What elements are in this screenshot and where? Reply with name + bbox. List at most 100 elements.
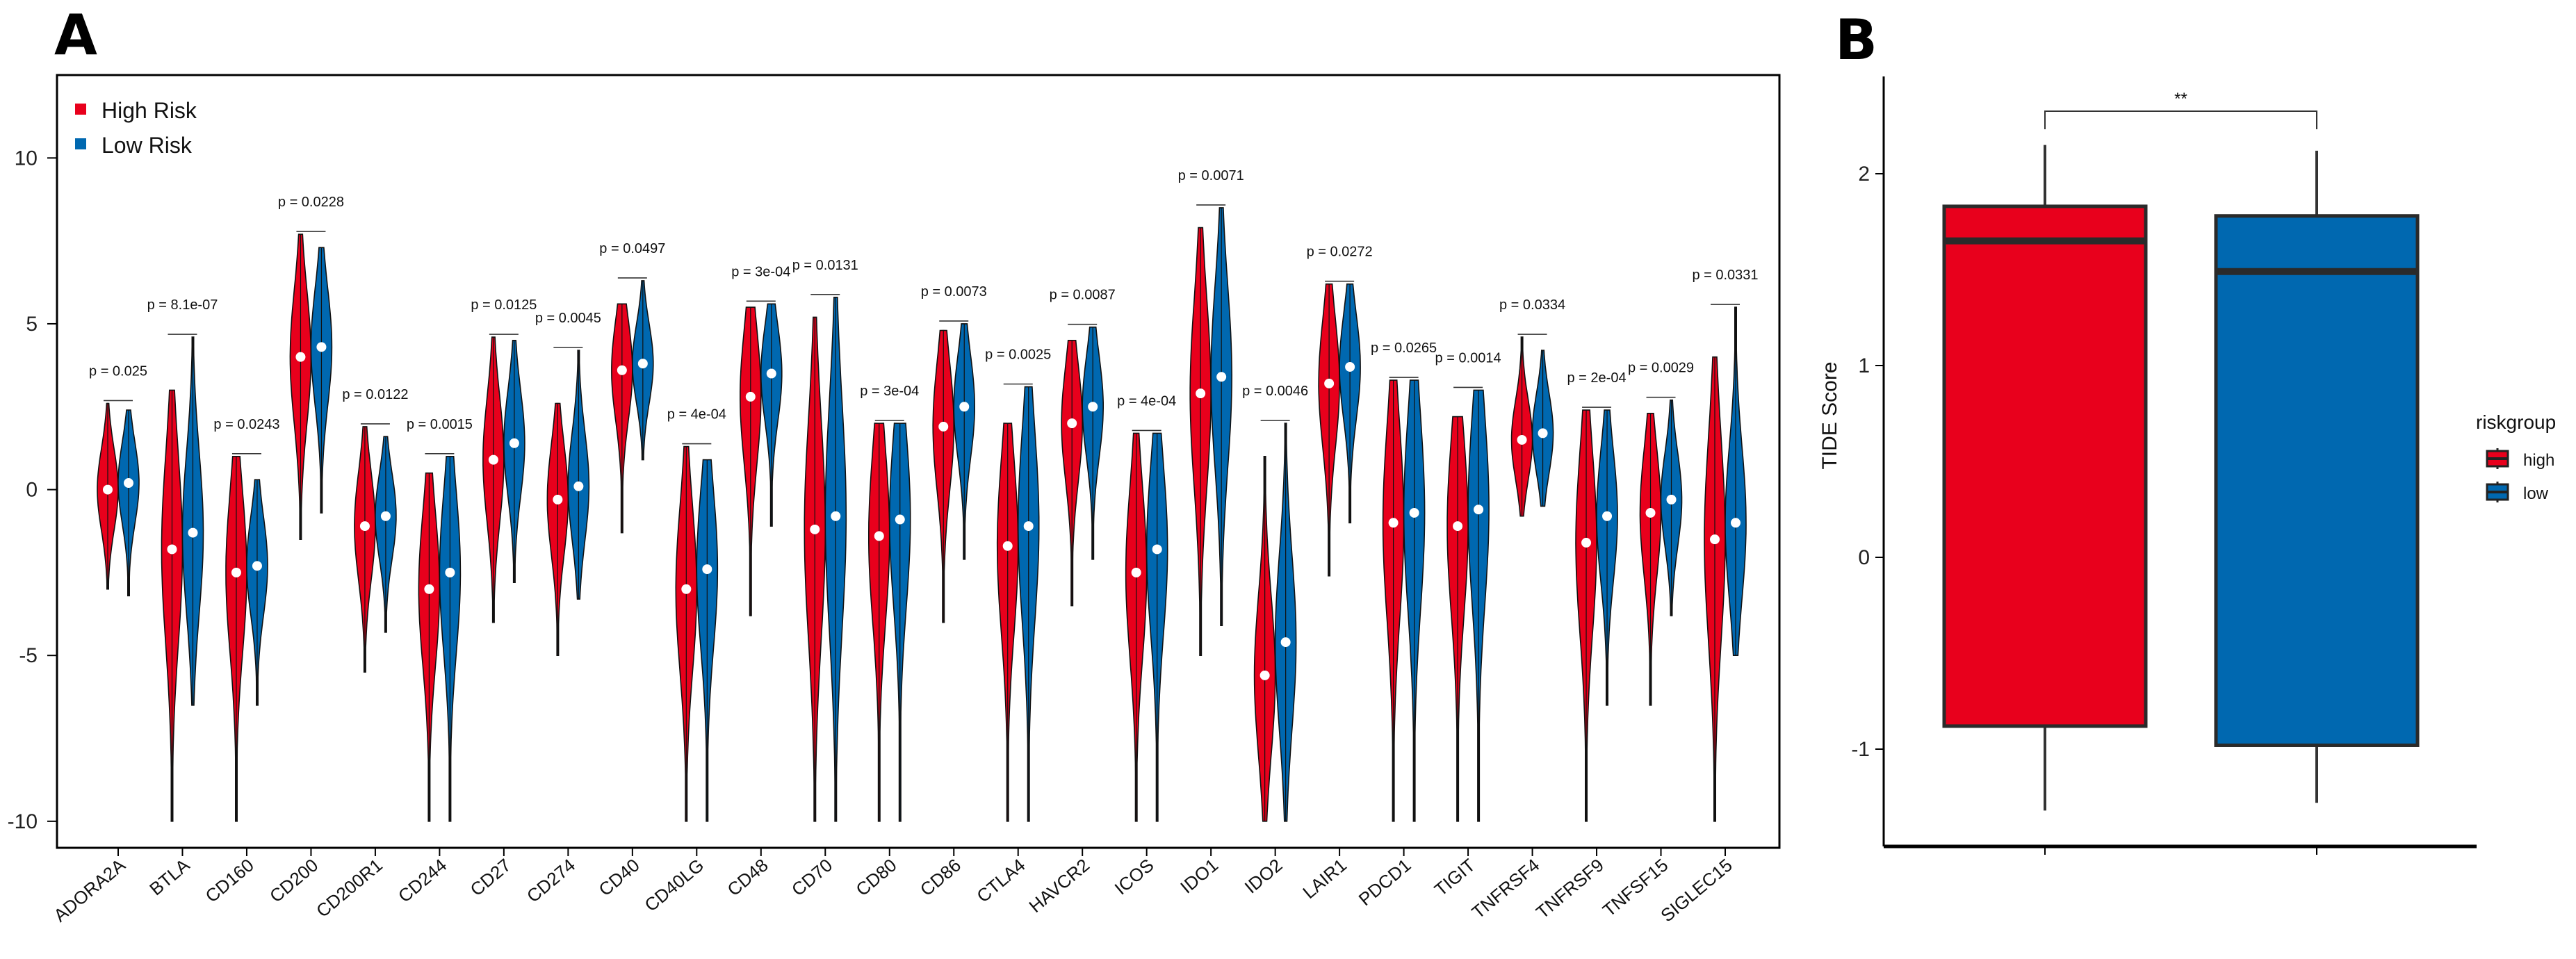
pvalue-label-cd70: p = 0.0131 [792,258,858,273]
pvalue-label-siglec15: p = 0.0331 [1692,268,1758,283]
pvalue-label-cd40lg: p = 4e-04 [667,407,726,423]
median-point-lair1-low [1345,361,1355,372]
pvalue-label-tnfrsf9: p = 2e-04 [1567,370,1627,386]
panel-b-boxes: ** [1942,90,2420,855]
pvalue-label-cd160: p = 0.0243 [213,417,279,432]
pvalue-label-cd80: p = 3e-04 [860,384,919,399]
median-point-tnfrsf4-low [1538,428,1548,438]
median-point-tnfrsf4-high [1517,434,1527,445]
median-point-icos-high [1131,567,1141,577]
pvalue-label-adora2a: p = 0.025 [89,363,147,379]
panel-b-significance-bracket [2044,110,2317,129]
legend-high-risk-label: High Risk [101,98,197,123]
legend-high-risk-swatch [75,104,86,115]
category-label-cd200: CD200 [266,855,322,907]
y-tick-label: -5 [19,644,38,667]
pvalue-label-ido1: p = 0.0071 [1178,168,1244,183]
median-point-cd200-high [295,352,306,362]
median-point-cd274-low [573,481,584,491]
category-label-tnfrsf9: TNFRSF9 [1532,855,1608,923]
median-point-ctla4-high [1002,541,1013,551]
legend-low-label: low [2523,484,2549,503]
median-point-cd80-high [874,531,884,541]
median-point-lair1-high [1324,378,1335,388]
panel-a-legend: High Risk Low Risk [75,98,197,158]
median-point-btla-high [167,544,177,555]
category-label-siglec15: SIGLEC15 [1656,855,1736,926]
pvalue-label-tnfsf15: p = 0.0029 [1628,361,1694,376]
panel-b-axes: -1 0 1 2 [1851,76,2477,849]
category-label-cd86: CD86 [916,855,965,901]
median-point-tnfsf15-low [1666,494,1677,505]
category-label-adora2a: ADORA2A [49,854,129,926]
pvalue-label-havcr2: p = 0.0087 [1050,288,1116,303]
median-point-cd40lg-high [681,584,692,594]
b-y-tick-label: -1 [1851,738,1870,761]
category-label-lair1: LAIR1 [1298,855,1351,903]
category-label-havcr2: HAVCR2 [1025,855,1093,917]
b-y-tick-label: 2 [1858,163,1870,186]
category-label-icos: ICOS [1111,855,1158,899]
median-point-ido1-low [1216,372,1227,382]
median-point-tnfrsf9-high [1581,537,1592,548]
median-point-ido2-high [1260,670,1270,680]
median-point-cd86-high [938,421,949,432]
pvalue-label-ctla4: p = 0.0025 [985,347,1051,363]
pvalue-label-cd200: p = 0.0228 [278,195,344,210]
median-point-havcr2-low [1088,402,1098,412]
median-point-cd274-high [553,494,563,505]
category-label-cd70: CD70 [788,855,836,901]
panel-b-significance-label: ** [2174,90,2187,108]
panel-a-y-axis: -10 -5 0 5 10 [8,147,57,833]
median-point-ctla4-low [1023,521,1034,532]
pvalue-label-cd48: p = 3e-04 [731,264,790,279]
pvalue-label-cd200r1: p = 0.0122 [342,387,408,402]
pvalue-label-icos: p = 4e-04 [1117,393,1176,409]
legend-low-key [2486,482,2509,502]
category-label-cd274: CD274 [523,855,579,907]
median-point-cd70-low [831,511,841,521]
median-point-cd244-high [424,584,434,594]
panel-b-y-axis-title: TIDE Score [1818,361,1841,469]
median-point-btla-low [188,527,198,538]
category-label-cd40lg: CD40LG [640,855,708,916]
panel-b-label: B [1835,8,1877,72]
category-label-cd27: CD27 [466,855,515,901]
pvalue-label-cd27: p = 0.0125 [471,297,537,313]
median-point-adora2a-high [103,484,113,495]
b-y-tick-label: 1 [1858,354,1870,377]
box-high [1942,204,2148,728]
category-label-cd200r1: CD200R1 [312,855,386,921]
pvalue-label-pdcd1: p = 0.0265 [1371,341,1437,356]
pvalue-label-cd244: p = 0.0015 [407,417,473,432]
median-point-cd200r1-low [380,511,391,521]
category-label-ido2: IDO2 [1241,855,1287,898]
panel-b-legend: riskgroup high low [2476,411,2556,503]
median-point-siglec15-high [1710,534,1720,545]
box-low [2214,214,2420,747]
pvalue-label-cd86: p = 0.0073 [921,284,987,300]
median-point-cd86-low [959,402,970,412]
median-point-ido1-high [1196,388,1206,399]
median-point-ido2-low [1280,637,1291,648]
pvalue-label-tigit: p = 0.0014 [1435,350,1501,366]
pvalue-label-ido2: p = 0.0046 [1242,384,1308,399]
median-point-havcr2-high [1067,418,1077,429]
category-label-cd40: CD40 [594,855,643,901]
median-point-tnfrsf9-low [1602,511,1613,521]
median-point-cd40-high [617,365,627,375]
median-point-pdcd1-high [1388,518,1399,528]
legend-high-key [2486,448,2509,469]
median-point-cd40lg-low [702,564,712,575]
category-label-ido1: IDO1 [1176,855,1222,898]
pvalue-label-btla: p = 8.1e-07 [147,297,218,313]
category-label-cd48: CD48 [723,855,772,901]
median-point-icos-low [1152,544,1162,555]
pvalue-label-lair1: p = 0.0272 [1307,245,1373,260]
category-label-ctla4: CTLA4 [972,855,1029,907]
median-point-cd27-high [488,454,498,465]
median-point-cd27-low [509,438,519,448]
legend-low-risk-label: Low Risk [101,133,193,158]
pvalue-label-cd40: p = 0.0497 [599,241,665,256]
